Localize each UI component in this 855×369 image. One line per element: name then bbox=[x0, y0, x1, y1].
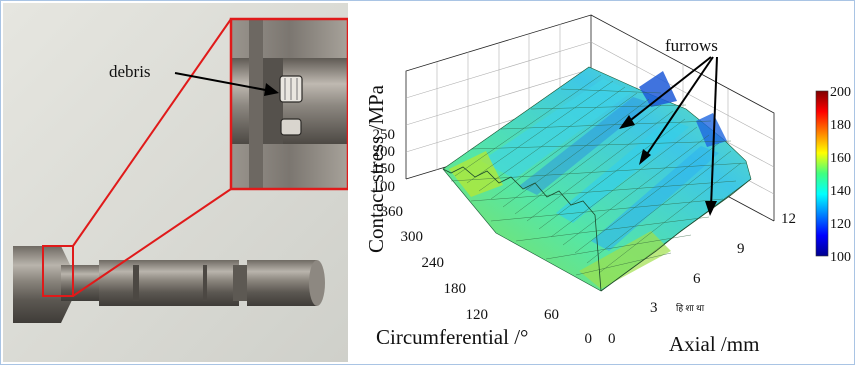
debris-label: debris bbox=[109, 62, 151, 81]
x-axis-label: Circumferential /° bbox=[376, 325, 528, 349]
y-tick: 12 bbox=[781, 211, 796, 227]
y-axis-label: Axial /mm bbox=[669, 332, 759, 356]
shaft-photo-panel: debris bbox=[3, 3, 348, 362]
furrows-arrows bbox=[619, 56, 718, 216]
y-axis-ticks: 0 3 6 9 12 bbox=[608, 211, 796, 347]
debris-particle bbox=[279, 75, 303, 103]
x-tick: 60 bbox=[544, 307, 559, 323]
z-axis-ticks: 250 200 150 100 bbox=[373, 127, 396, 195]
x-tick: 120 bbox=[466, 307, 489, 323]
y-tick: 3 bbox=[650, 300, 658, 316]
y-tick: 6 bbox=[693, 271, 701, 287]
z-axis-label: Contact stress /MPa bbox=[364, 84, 388, 253]
x-tick: 300 bbox=[401, 229, 424, 245]
x-tick: 180 bbox=[444, 281, 467, 297]
colorbar-tick: 180 bbox=[830, 118, 851, 133]
colorbar-tick: 160 bbox=[830, 151, 851, 166]
colorbar-tick: 140 bbox=[830, 184, 851, 199]
z-tick: 100 bbox=[373, 179, 396, 195]
z-tick: 200 bbox=[373, 144, 396, 160]
y-tick: 0 bbox=[608, 331, 616, 347]
stress-surface bbox=[442, 66, 752, 292]
shaft-photo: debris bbox=[3, 3, 348, 362]
colorbar-tick: 200 bbox=[830, 85, 851, 100]
debris-arrow bbox=[174, 72, 279, 96]
x-tick: 0 bbox=[585, 331, 593, 347]
faint-watermark: हि शा था bbox=[676, 302, 705, 313]
zoom-connector-line bbox=[72, 18, 232, 247]
y-tick: 9 bbox=[737, 241, 745, 257]
zoom-connector-line bbox=[72, 188, 232, 297]
debris-particle bbox=[280, 118, 302, 136]
zoom-inset bbox=[231, 19, 348, 189]
zoom-inset-frame bbox=[229, 17, 348, 191]
colorbar-tick: 100 bbox=[830, 250, 851, 265]
z-tick: 250 bbox=[373, 127, 396, 143]
surface-plot-panel: furrows 250 200 150 100 Contact stress /… bbox=[351, 1, 854, 364]
x-axis-ticks: 360 300 240 180 120 60 0 bbox=[381, 204, 593, 347]
colorbar: 200 180 160 140 120 100 bbox=[815, 85, 851, 265]
x-tick: 360 bbox=[381, 204, 404, 220]
z-tick: 150 bbox=[373, 161, 396, 177]
zoom-source-box bbox=[42, 245, 74, 297]
surface-plot: furrows 250 200 150 100 Contact stress /… bbox=[364, 14, 851, 356]
furrows-label: furrows bbox=[665, 36, 718, 55]
colorbar-tick: 120 bbox=[830, 217, 851, 232]
shaft bbox=[13, 246, 325, 323]
x-tick: 240 bbox=[422, 255, 445, 271]
